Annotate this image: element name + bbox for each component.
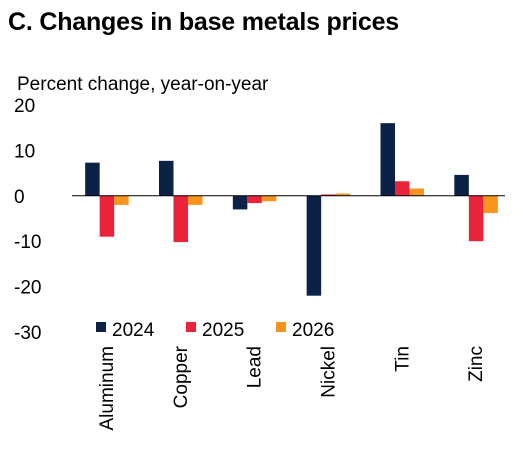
x-tick-label: Copper: [171, 345, 192, 408]
bar-2024-tin: [380, 123, 395, 196]
bar-2026-lead: [261, 195, 277, 202]
y-axis-label: Percent change, year-on-year: [17, 74, 269, 95]
legend-label: 2024: [112, 320, 155, 341]
bar-2024-aluminum: [85, 162, 100, 196]
bar-2024-lead: [232, 195, 248, 210]
bar-2026-zinc: [483, 195, 498, 214]
y-tick-label: -10: [14, 232, 41, 253]
bar-2024-copper: [159, 160, 174, 196]
bar-2026-aluminum: [114, 195, 129, 205]
bar-2025-tin: [395, 181, 410, 196]
bar-2025-lead: [247, 195, 262, 204]
legend-swatch-2026: [276, 322, 286, 332]
bar-2026-copper: [188, 195, 203, 205]
bar-2026-tin: [409, 188, 424, 196]
y-tick-label: 10: [14, 141, 35, 162]
bar-2025-aluminum: [99, 195, 115, 237]
x-tick-label: Lead: [245, 346, 266, 388]
legend: 2024 2025 2026: [96, 320, 334, 341]
x-tick-label: Aluminum: [97, 346, 118, 430]
legend-swatch-2025: [186, 322, 196, 332]
bar-series: [85, 123, 498, 296]
y-tick-label: -30: [14, 323, 41, 344]
bar-2025-zinc: [468, 195, 484, 242]
legend-label: 2026: [292, 320, 334, 341]
y-tick-label: 20: [14, 96, 35, 117]
x-axis-ticks: Aluminum Copper Lead Nickel Tin Zinc: [97, 345, 487, 430]
x-tick-label: Tin: [392, 346, 413, 372]
bar-2026-nickel: [335, 193, 351, 196]
y-tick-label: 0: [14, 187, 25, 208]
bar-2025-nickel: [321, 194, 336, 196]
bar-2024-zinc: [454, 174, 469, 196]
x-tick-label: Nickel: [318, 346, 339, 398]
bar-2025-copper: [173, 195, 188, 243]
x-tick-label: Zinc: [466, 346, 487, 382]
bar-2024-nickel: [306, 195, 322, 296]
chart-title: C. Changes in base metals prices: [8, 8, 399, 36]
y-tick-label: -20: [14, 278, 41, 299]
legend-swatch-2024: [96, 322, 106, 332]
legend-label: 2025: [202, 320, 244, 341]
y-axis-ticks: 20 10 0 -10 -20 -30: [14, 96, 41, 344]
